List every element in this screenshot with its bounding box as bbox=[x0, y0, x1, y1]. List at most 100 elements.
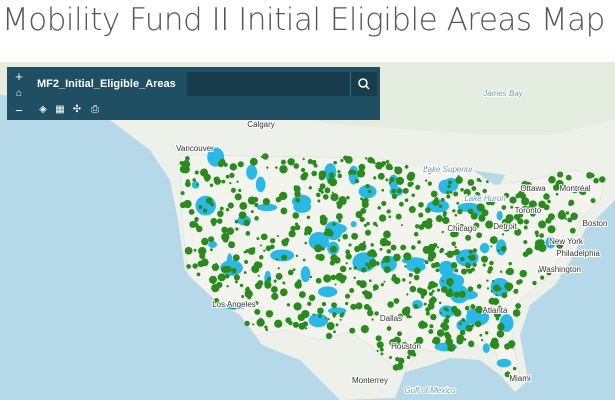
eligible-area bbox=[217, 210, 224, 218]
eligible-area bbox=[233, 274, 241, 281]
eligible-area bbox=[490, 290, 493, 293]
eligible-area bbox=[455, 176, 463, 184]
eligible-area bbox=[232, 254, 240, 262]
eligible-area bbox=[367, 265, 371, 270]
eligible-area bbox=[344, 293, 351, 299]
eligible-area bbox=[355, 302, 363, 310]
eligible-area bbox=[343, 200, 346, 203]
eligible-area bbox=[521, 197, 530, 206]
eligible-area bbox=[353, 266, 358, 270]
eligible-area bbox=[556, 241, 564, 249]
eligible-area bbox=[287, 269, 294, 276]
print-icon[interactable]: ⎙ bbox=[91, 104, 99, 115]
eligible-area bbox=[179, 160, 184, 166]
eligible-area bbox=[431, 339, 436, 344]
legend-icon[interactable]: ▦ bbox=[55, 104, 65, 115]
eligible-area bbox=[260, 233, 268, 241]
search-button[interactable] bbox=[350, 72, 377, 96]
eligible-area bbox=[322, 194, 329, 200]
eligible-area bbox=[409, 285, 417, 293]
covered-area bbox=[479, 242, 490, 254]
eligible-area bbox=[236, 180, 239, 183]
eligible-area bbox=[294, 224, 301, 231]
eligible-area bbox=[402, 187, 409, 194]
eligible-area bbox=[386, 209, 391, 214]
eligible-area bbox=[265, 328, 269, 332]
eligible-area bbox=[266, 276, 272, 282]
eligible-area bbox=[493, 284, 501, 292]
eligible-area bbox=[441, 230, 444, 234]
eligible-area bbox=[460, 187, 464, 192]
eligible-area bbox=[458, 290, 466, 298]
eligible-area bbox=[196, 225, 203, 233]
eligible-area bbox=[228, 241, 236, 249]
eligible-area bbox=[324, 228, 333, 237]
eligible-area bbox=[400, 244, 407, 251]
eligible-area bbox=[476, 284, 482, 289]
eligible-area bbox=[321, 301, 327, 307]
eligible-area bbox=[501, 205, 507, 210]
eligible-area bbox=[188, 208, 195, 215]
eligible-area bbox=[248, 200, 252, 205]
covered-area bbox=[496, 210, 503, 221]
eligible-area bbox=[293, 185, 301, 193]
eligible-area bbox=[225, 174, 230, 179]
eligible-area bbox=[376, 349, 379, 353]
eligible-area bbox=[547, 225, 556, 234]
eligible-area bbox=[586, 172, 593, 179]
home-button[interactable]: ⌂ bbox=[15, 88, 23, 99]
eligible-area bbox=[424, 221, 433, 230]
eligible-area bbox=[279, 165, 288, 174]
toolbar: + ⌂ − MF2_Initial_Eligible_Areas ◈ ▦ ✣ ⎙ bbox=[7, 67, 380, 120]
eligible-area bbox=[477, 204, 483, 210]
eligible-area bbox=[388, 181, 392, 185]
eligible-area bbox=[538, 220, 547, 229]
eligible-area bbox=[194, 170, 199, 175]
eligible-area bbox=[386, 326, 392, 331]
zoom-out-button[interactable]: − bbox=[15, 103, 23, 118]
eligible-area bbox=[557, 171, 564, 178]
covered-area bbox=[465, 308, 490, 326]
covered-area bbox=[438, 305, 455, 318]
eligible-area bbox=[360, 197, 364, 201]
zoom-in-button[interactable]: + bbox=[15, 69, 23, 84]
eligible-area bbox=[301, 309, 310, 319]
eligible-area bbox=[275, 258, 279, 261]
eligible-area bbox=[415, 336, 424, 345]
eligible-area bbox=[435, 268, 440, 273]
eligible-area bbox=[366, 309, 374, 317]
eligible-area bbox=[326, 322, 335, 331]
eligible-area bbox=[401, 307, 411, 316]
eligible-area bbox=[513, 288, 519, 294]
extent-icon[interactable]: ✣ bbox=[72, 104, 82, 115]
eligible-area bbox=[599, 176, 606, 183]
search-box[interactable] bbox=[187, 72, 377, 96]
eligible-area bbox=[482, 263, 486, 267]
eligible-area bbox=[381, 163, 385, 167]
eligible-area bbox=[446, 250, 454, 259]
eligible-area bbox=[446, 277, 454, 286]
covered-area bbox=[308, 231, 330, 251]
eligible-area bbox=[450, 262, 458, 269]
eligible-area bbox=[396, 362, 404, 370]
eligible-area bbox=[463, 188, 471, 197]
eligible-area bbox=[556, 253, 559, 256]
eligible-area bbox=[447, 184, 451, 189]
eligible-area bbox=[383, 266, 391, 274]
eligible-area bbox=[509, 196, 517, 204]
eligible-area bbox=[330, 245, 337, 253]
eligible-area bbox=[335, 272, 344, 282]
layers-icon[interactable]: ◈ bbox=[39, 104, 47, 115]
eligible-area bbox=[383, 230, 391, 239]
eligible-area bbox=[334, 283, 337, 286]
eligible-area bbox=[460, 257, 465, 262]
eligible-area bbox=[499, 270, 503, 274]
covered-area bbox=[443, 177, 459, 192]
eligible-area bbox=[409, 181, 414, 186]
eligible-area bbox=[210, 202, 214, 207]
eligible-area bbox=[512, 309, 521, 317]
eligible-area bbox=[205, 197, 213, 204]
eligible-area bbox=[539, 233, 545, 238]
eligible-area bbox=[390, 244, 397, 251]
